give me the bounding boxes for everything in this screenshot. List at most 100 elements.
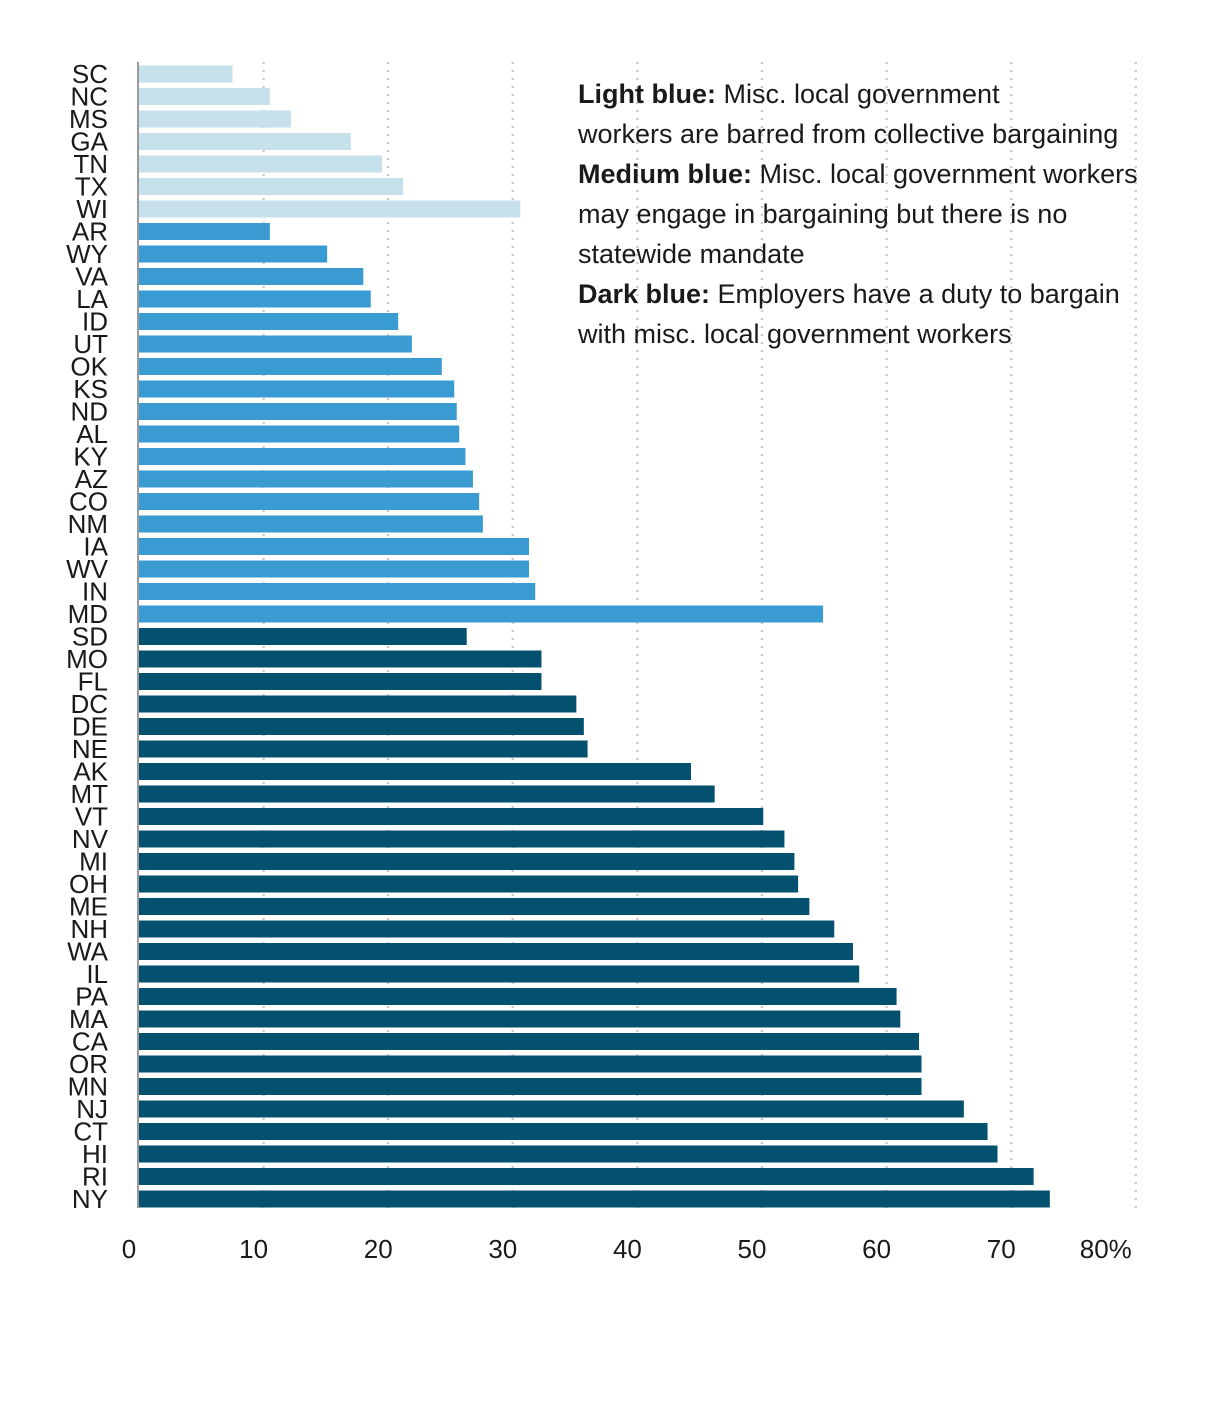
state-label-oh: OH [69, 869, 108, 899]
bar-va [139, 268, 364, 285]
state-label-va: VA [75, 262, 108, 292]
bar-oh [139, 875, 799, 893]
legend-medium-line1: Misc. local government workers [752, 159, 1138, 189]
bar-nm [139, 515, 483, 533]
state-label-sd: SD [72, 622, 108, 652]
bar-ms [139, 110, 292, 128]
bar-al [139, 425, 460, 443]
state-label-in: IN [82, 577, 108, 607]
x-tick-label: 70 [987, 1234, 1016, 1264]
bar-mn [139, 1078, 922, 1095]
bar-ri [139, 1168, 1034, 1185]
state-label-dc: DC [70, 689, 108, 719]
x-tick-label: 60 [862, 1234, 891, 1264]
state-label-tx: TX [75, 172, 108, 202]
state-label-pa: PA [75, 982, 108, 1012]
bar-or [139, 1055, 922, 1073]
bars [139, 65, 1050, 1208]
state-label-nh: NH [70, 914, 108, 944]
state-label-ms: MS [69, 104, 108, 134]
state-label-ct: CT [73, 1117, 108, 1147]
state-label-ut: UT [73, 329, 108, 359]
bar-fl [139, 673, 542, 690]
state-label-nc: NC [70, 82, 108, 112]
state-label-nd: ND [70, 397, 108, 427]
state-label-de: DE [72, 712, 108, 742]
bar-dc [139, 695, 577, 713]
state-label-ma: MA [69, 1004, 109, 1034]
bar-ma [139, 1010, 901, 1028]
bar-de [139, 718, 584, 735]
legend-medium-line3: statewide mandate [578, 239, 805, 269]
bar-nj [139, 1100, 964, 1118]
legend-dark-line1: Employers have a duty to bargain [710, 279, 1120, 309]
state-label-wy: WY [66, 239, 108, 269]
bar-pa [139, 988, 897, 1005]
state-label-mn: MN [68, 1072, 108, 1102]
state-label-md: MD [68, 599, 108, 629]
bar-sc [139, 65, 233, 83]
bar-wy [139, 245, 328, 263]
legend-entry-dark: Dark blue: Employers have a duty to barg… [578, 274, 1176, 354]
bar-ne [139, 740, 588, 758]
state-label-ne: NE [72, 734, 108, 764]
bar-az [139, 470, 473, 488]
state-label-mo: MO [66, 644, 108, 674]
state-label-hi: HI [82, 1139, 108, 1169]
bar-vt [139, 808, 764, 825]
x-tick-label: 30 [488, 1234, 517, 1264]
legend-dark-line2: with misc. local government workers [578, 319, 1012, 349]
state-label-id: ID [82, 307, 108, 337]
bar-mo [139, 650, 542, 668]
bar-in [139, 583, 536, 600]
state-label-ia: IA [83, 532, 108, 562]
x-tick-label: 20 [364, 1234, 393, 1264]
bar-la [139, 290, 371, 308]
state-label-nm: NM [68, 509, 108, 539]
state-label-ga: GA [70, 127, 108, 157]
state-label-wa: WA [67, 937, 109, 967]
bar-nh [139, 920, 835, 938]
bar-ks [139, 380, 455, 398]
state-label-co: CO [69, 487, 108, 517]
bar-ga [139, 133, 351, 150]
bar-il [139, 965, 860, 983]
legend-dark-label: Dark blue: [578, 279, 711, 309]
bar-co [139, 493, 480, 510]
state-label-il: IL [86, 959, 108, 989]
state-label-wv: WV [66, 554, 109, 584]
bar-tn [139, 155, 382, 173]
bar-ut [139, 335, 412, 353]
bar-mt [139, 785, 715, 803]
bar-ny [139, 1190, 1050, 1208]
state-label-tn: TN [73, 149, 108, 179]
x-tick-label: 50 [738, 1234, 767, 1264]
state-label-fl: FL [78, 667, 108, 697]
state-label-ny: NY [72, 1184, 108, 1214]
bar-mi [139, 853, 795, 870]
legend-light-line2: workers are barred from collective barga… [578, 119, 1119, 149]
state-label-az: AZ [75, 464, 108, 494]
state-label-sc: SC [72, 59, 108, 89]
x-tick-labels: 0 10 20 30 40 50 60 70 80% [122, 1234, 1132, 1264]
state-label-mt: MT [70, 779, 108, 809]
state-label-ak: AK [73, 757, 108, 787]
x-tick-label: 10 [239, 1234, 268, 1264]
bar-sd [139, 628, 467, 645]
state-labels: SCNCMSGATNTXWIARWYVALAIDUTOKKSNDALKYAZCO… [66, 59, 109, 1214]
state-label-ri: RI [82, 1162, 108, 1192]
state-label-ca: CA [72, 1027, 109, 1057]
bar-ct [139, 1123, 988, 1140]
bar-nv [139, 830, 785, 848]
legend-light-label: Light blue: [578, 79, 716, 109]
bar-ok [139, 358, 442, 375]
state-label-ar: AR [72, 217, 108, 247]
bar-nc [139, 88, 270, 105]
bar-wv [139, 560, 529, 578]
state-label-al: AL [76, 419, 108, 449]
bar-nd [139, 403, 457, 420]
state-label-or: OR [69, 1049, 108, 1079]
bar-tx [139, 178, 404, 195]
legend-light-line1: Misc. local government [715, 79, 1000, 109]
